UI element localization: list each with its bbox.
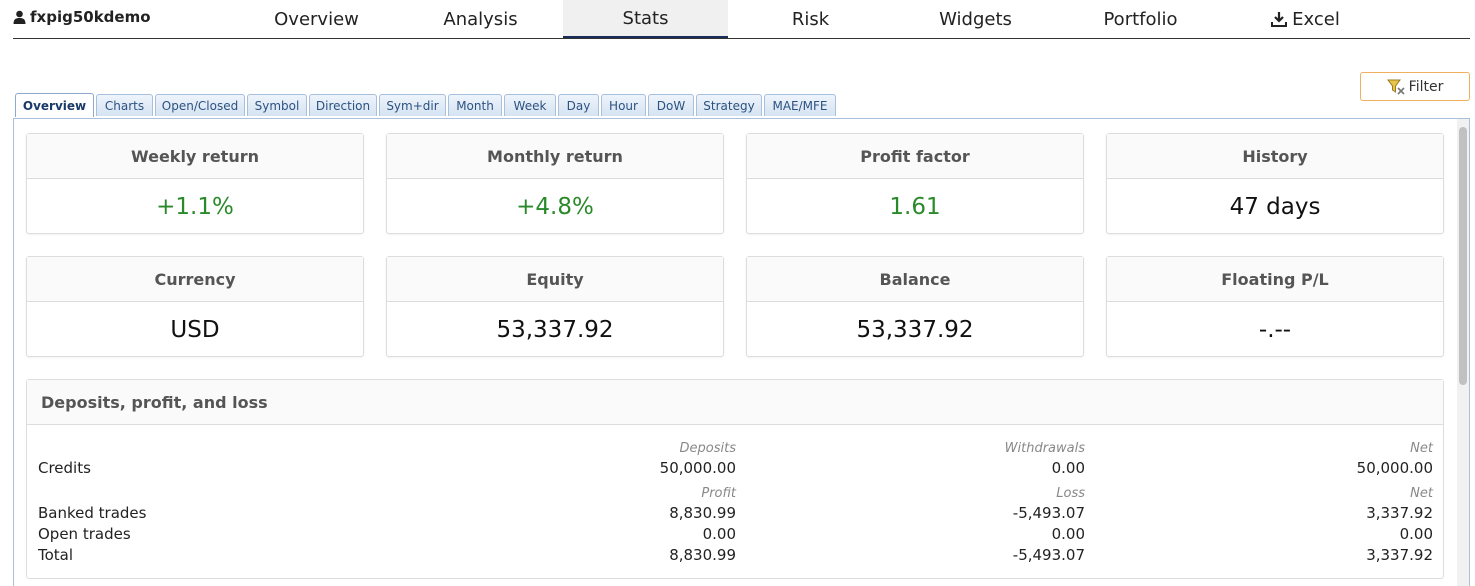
nav-tab-label: Analysis [443, 8, 518, 30]
filter-label: Filter [1408, 78, 1444, 95]
subtab-month[interactable]: Month [448, 94, 502, 116]
subtab-mae-mfe[interactable]: MAE/MFE [764, 94, 836, 116]
card-currency: Currency USD [26, 256, 364, 357]
subtab-week[interactable]: Week [504, 94, 556, 116]
subtab-open-closed[interactable]: Open/Closed [155, 94, 245, 116]
subtab-symbol[interactable]: Symbol [247, 94, 307, 116]
card-title: Floating P/L [1107, 257, 1443, 302]
subtab-day[interactable]: Day [558, 94, 599, 116]
nav-tab-overview[interactable]: Overview [234, 0, 399, 38]
subtab-charts[interactable]: Charts [96, 94, 153, 116]
card-value: 47 days [1229, 194, 1321, 220]
scrollbar-thumb[interactable] [1459, 127, 1467, 385]
stats-subtabs: Overview Charts Open/Closed Symbol Direc… [15, 93, 838, 117]
subtab-sym-dir[interactable]: Sym+dir [379, 94, 446, 116]
card-value: USD [170, 317, 220, 343]
card-value: +4.8% [516, 194, 594, 220]
credits-net-value: 50,000.00 [1356, 459, 1433, 477]
filter-icon [1386, 79, 1405, 95]
card-title: Monthly return [387, 134, 723, 179]
row-label-total: Total [38, 546, 74, 564]
credits-withdrawals-value: 0.00 [1051, 459, 1085, 477]
card-profit-factor: Profit factor 1.61 [746, 133, 1084, 234]
header-profit: Profit [701, 486, 736, 501]
card-monthly-return: Monthly return +4.8% [386, 133, 724, 234]
card-value: -.-- [1258, 317, 1292, 343]
card-balance: Balance 53,337.92 [746, 256, 1084, 357]
card-title: Profit factor [747, 134, 1083, 179]
card-value: 1.61 [889, 194, 941, 220]
header-deposits: Deposits [679, 441, 736, 456]
card-title: History [1107, 134, 1443, 179]
header-net: Net [1410, 441, 1433, 456]
banked-profit-value: 8,830.99 [669, 504, 736, 522]
banked-loss-value: -5,493.07 [1012, 504, 1085, 522]
card-title: Currency [27, 257, 363, 302]
open-loss-value: 0.00 [1051, 525, 1085, 543]
card-title: Equity [387, 257, 723, 302]
filter-button[interactable]: Filter [1360, 72, 1470, 101]
row-label-open-trades: Open trades [38, 525, 131, 543]
subtab-overview[interactable]: Overview [15, 93, 94, 117]
top-navigation: fxpig50kdemo Overview Analysis Stats Ris… [13, 0, 1470, 39]
nav-tab-label: Excel [1292, 8, 1340, 30]
card-floating-pl: Floating P/L -.-- [1106, 256, 1444, 357]
total-net-value: 3,337.92 [1366, 546, 1433, 564]
card-equity: Equity 53,337.92 [386, 256, 724, 357]
deposits-profit-loss-section: Deposits, profit, and loss Deposits With… [26, 379, 1444, 579]
vertical-scrollbar[interactable] [1457, 119, 1469, 586]
card-value: 53,337.92 [856, 317, 974, 343]
header-withdrawals: Withdrawals [1004, 441, 1085, 456]
open-profit-value: 0.00 [702, 525, 736, 543]
header-net: Net [1410, 486, 1433, 501]
total-profit-value: 8,830.99 [669, 546, 736, 564]
nav-tab-label: Risk [791, 8, 830, 30]
banked-net-value: 3,337.92 [1366, 504, 1433, 522]
account-name[interactable]: fxpig50kdemo [13, 6, 151, 28]
row-label-banked-trades: Banked trades [38, 504, 147, 522]
row-label-credits: Credits [38, 459, 91, 477]
subtab-strategy[interactable]: Strategy [696, 94, 762, 116]
nav-tab-label: Stats [622, 7, 669, 29]
nav-tab-label: Overview [274, 8, 359, 30]
nav-tab-label: Portfolio [1103, 8, 1178, 30]
nav-tab-label: Widgets [939, 8, 1012, 30]
header-loss: Loss [1056, 486, 1085, 501]
total-loss-value: -5,493.07 [1012, 546, 1085, 564]
card-weekly-return: Weekly return +1.1% [26, 133, 364, 234]
card-value: 53,337.92 [496, 317, 614, 343]
nav-tab-excel[interactable]: Excel [1223, 0, 1388, 38]
download-icon [1271, 12, 1288, 27]
account-name-label: fxpig50kdemo [30, 8, 151, 26]
subtab-dow[interactable]: DoW [648, 94, 694, 116]
nav-tab-risk[interactable]: Risk [728, 0, 893, 38]
nav-tab-analysis[interactable]: Analysis [398, 0, 563, 38]
user-icon [13, 10, 26, 24]
card-value: +1.1% [156, 194, 234, 220]
subtab-direction[interactable]: Direction [309, 94, 377, 116]
nav-tab-widgets[interactable]: Widgets [893, 0, 1058, 38]
open-net-value: 0.00 [1399, 525, 1433, 543]
nav-tab-stats[interactable]: Stats [563, 0, 728, 38]
section-title: Deposits, profit, and loss [27, 380, 1443, 425]
subtab-hour[interactable]: Hour [601, 94, 646, 116]
nav-tab-portfolio[interactable]: Portfolio [1058, 0, 1223, 38]
overview-panel: Weekly return +1.1% Monthly return +4.8%… [13, 118, 1470, 586]
card-title: Weekly return [27, 134, 363, 179]
credits-deposits-value: 50,000.00 [659, 459, 736, 477]
card-title: Balance [747, 257, 1083, 302]
card-history: History 47 days [1106, 133, 1444, 234]
